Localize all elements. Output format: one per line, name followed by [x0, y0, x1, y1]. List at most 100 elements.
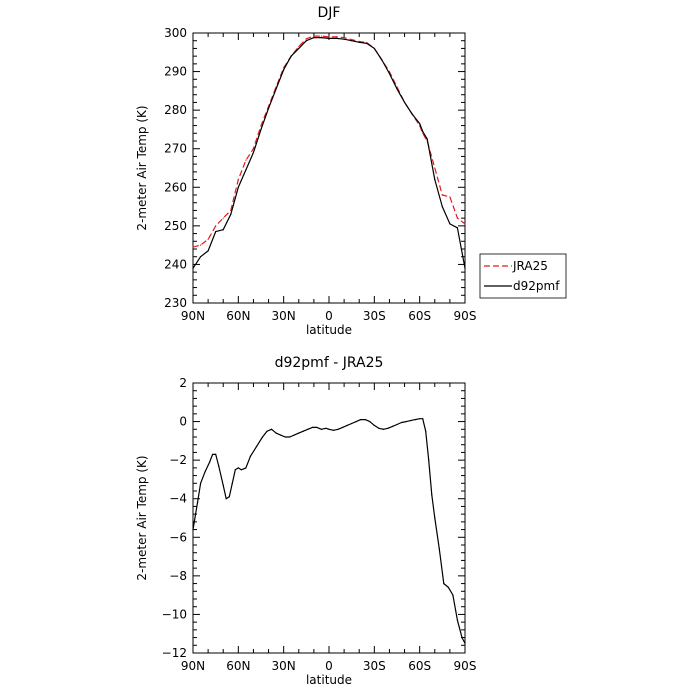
data-point — [461, 636, 463, 639]
data-point — [422, 130, 424, 132]
x-tick-label: 90S — [454, 309, 477, 323]
data-point — [355, 420, 357, 423]
data-point — [434, 178, 436, 181]
data-point — [378, 427, 380, 429]
data-point — [441, 194, 443, 196]
legend-box — [479, 253, 567, 299]
data-point — [266, 430, 268, 432]
data-point — [196, 501, 199, 504]
data-point — [358, 41, 360, 43]
y-tick-label: 250 — [164, 219, 187, 233]
data-point — [328, 36, 330, 38]
x-tick-label: 30S — [363, 659, 386, 673]
data-point — [441, 205, 443, 208]
data-point — [464, 642, 466, 644]
data-point — [222, 217, 224, 219]
data-point — [237, 178, 239, 181]
data-point — [289, 436, 291, 438]
data-point — [351, 38, 353, 41]
data-point — [360, 419, 362, 421]
data-point — [456, 217, 459, 219]
y-tick-label: −2 — [169, 453, 187, 467]
data-point — [410, 420, 412, 422]
data-point — [396, 423, 398, 426]
data-point — [270, 428, 273, 430]
x-tick-label: 0 — [325, 309, 333, 323]
data-point — [228, 496, 230, 498]
y-tick-label: −12 — [162, 646, 187, 660]
series-line-d92pmf — [192, 36, 466, 269]
series-line-jra25 — [192, 35, 466, 248]
data-point — [298, 45, 300, 48]
data-point — [215, 231, 217, 233]
x-tick-label: 60N — [226, 309, 250, 323]
data-point — [419, 418, 421, 420]
data-point — [388, 72, 391, 75]
data-point — [343, 38, 345, 40]
x-axis-label: latitude — [306, 323, 352, 337]
data-point — [215, 453, 217, 455]
data-point — [298, 432, 300, 434]
data-point — [316, 426, 318, 428]
y-tick-label: −4 — [169, 492, 187, 506]
data-point — [245, 467, 247, 469]
y-axis-label: 2-meter Air Temp (K) — [135, 455, 149, 580]
x-tick-label: 90N — [181, 659, 205, 673]
data-point — [230, 209, 232, 212]
data-point — [328, 37, 330, 40]
legend-label: d92pmf — [513, 279, 560, 293]
data-point — [464, 223, 466, 225]
plot-frame — [192, 32, 466, 304]
data-point — [240, 469, 242, 471]
data-point — [261, 436, 264, 438]
data-point — [298, 47, 300, 50]
data-point — [320, 428, 323, 430]
data-point — [405, 420, 407, 423]
data-point — [218, 465, 220, 467]
data-point — [320, 35, 323, 37]
data-point — [249, 455, 252, 457]
data-point — [438, 548, 440, 550]
data-point — [452, 594, 454, 596]
x-tick-label: 30N — [272, 309, 296, 323]
data-point — [215, 225, 217, 227]
data-point — [449, 223, 451, 225]
data-point — [260, 124, 262, 127]
data-point — [252, 151, 255, 154]
data-point — [192, 267, 194, 269]
x-tick-label: 90N — [181, 309, 205, 323]
data-point — [335, 37, 338, 40]
y-tick-label: −6 — [169, 530, 187, 544]
data-point — [199, 244, 202, 246]
data-point — [209, 461, 211, 463]
data-point — [237, 467, 239, 469]
data-point — [443, 582, 445, 585]
data-point — [255, 446, 258, 448]
data-point — [204, 471, 206, 473]
chart-title: d92pmf - JRA25 — [275, 355, 384, 371]
y-tick-label: 280 — [164, 103, 187, 117]
x-tick-label: 30N — [272, 659, 296, 673]
data-point — [207, 250, 209, 252]
data-point — [212, 453, 214, 455]
data-point — [391, 425, 394, 427]
data-point — [313, 37, 315, 39]
data-point — [381, 59, 383, 61]
data-point — [307, 428, 309, 430]
y-tick-label: −10 — [162, 607, 187, 621]
data-point — [313, 35, 315, 37]
y-tick-label: −8 — [169, 569, 187, 583]
data-point — [426, 138, 428, 140]
data-point — [428, 459, 430, 461]
data-point — [414, 419, 416, 421]
data-point — [230, 213, 232, 215]
data-point — [464, 267, 466, 269]
data-point — [275, 432, 277, 434]
chart-difference: 90N 60N 30N 0 30S 60S 90S −12 −10 −8 −6 −4 −2 0 2 d92pm… — [135, 355, 476, 687]
y-tick-label: 2 — [179, 376, 187, 390]
y-tick-label: 240 — [164, 257, 187, 271]
data-point — [342, 426, 344, 428]
data-point — [431, 494, 433, 496]
data-point — [449, 196, 451, 198]
